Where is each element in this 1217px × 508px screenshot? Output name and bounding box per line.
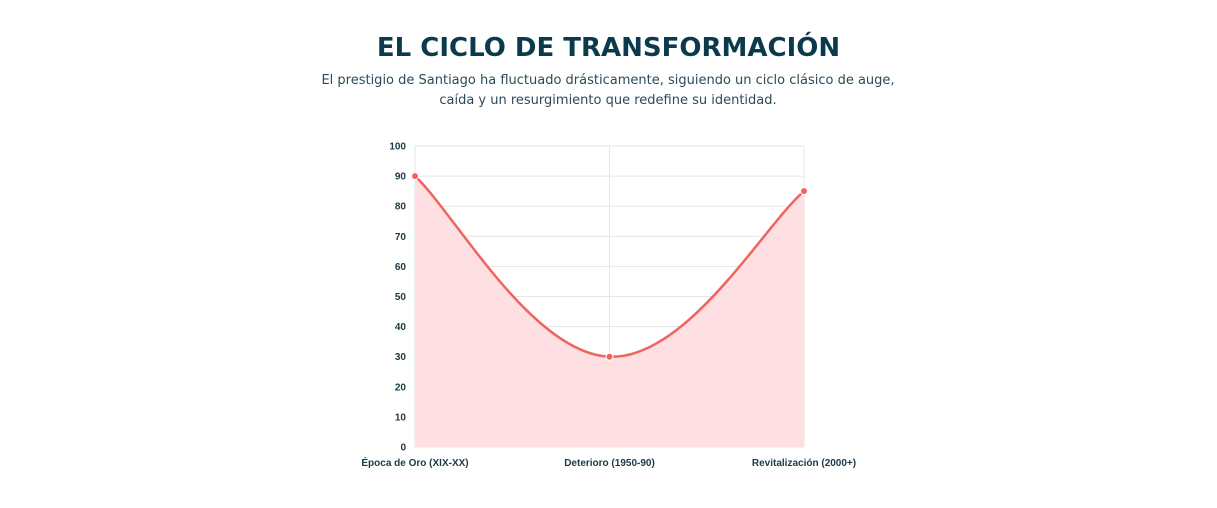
y-tick-label: 100 [389, 142, 406, 153]
y-tick-label: 30 [395, 352, 407, 363]
x-category-label: Revitalización (2000+) [752, 458, 856, 469]
y-axis-ticks: 0 10 20 30 40 50 60 70 80 90 100 [389, 142, 406, 454]
chart-title: EL CICLO DE TRANSFORMACIÓN [376, 33, 841, 63]
chart-subtitle: El prestigio de Santiago ha fluctuado dr… [321, 73, 895, 108]
data-point-2 [800, 187, 808, 196]
data-point-0 [411, 172, 419, 181]
y-tick-label: 80 [395, 202, 407, 213]
y-tick-label: 10 [395, 412, 407, 423]
y-tick-label: 60 [395, 262, 407, 273]
series-area [415, 176, 804, 447]
y-tick-label: 50 [395, 292, 407, 303]
y-tick-label: 40 [395, 322, 407, 333]
area-layer [415, 176, 804, 447]
y-tick-label: 0 [400, 443, 406, 454]
data-point-1 [605, 352, 614, 361]
point-layer [411, 172, 808, 361]
x-category-label: Deterioro (1950-90) [564, 458, 655, 469]
x-axis-ticks: Época de Oro (XIX-XX) Deterioro (1950-90)… [361, 456, 856, 469]
x-category-label: Época de Oro (XIX-XX) [361, 456, 468, 469]
y-tick-label: 90 [395, 172, 407, 183]
y-tick-label: 20 [395, 382, 407, 393]
y-tick-label: 70 [395, 232, 407, 243]
